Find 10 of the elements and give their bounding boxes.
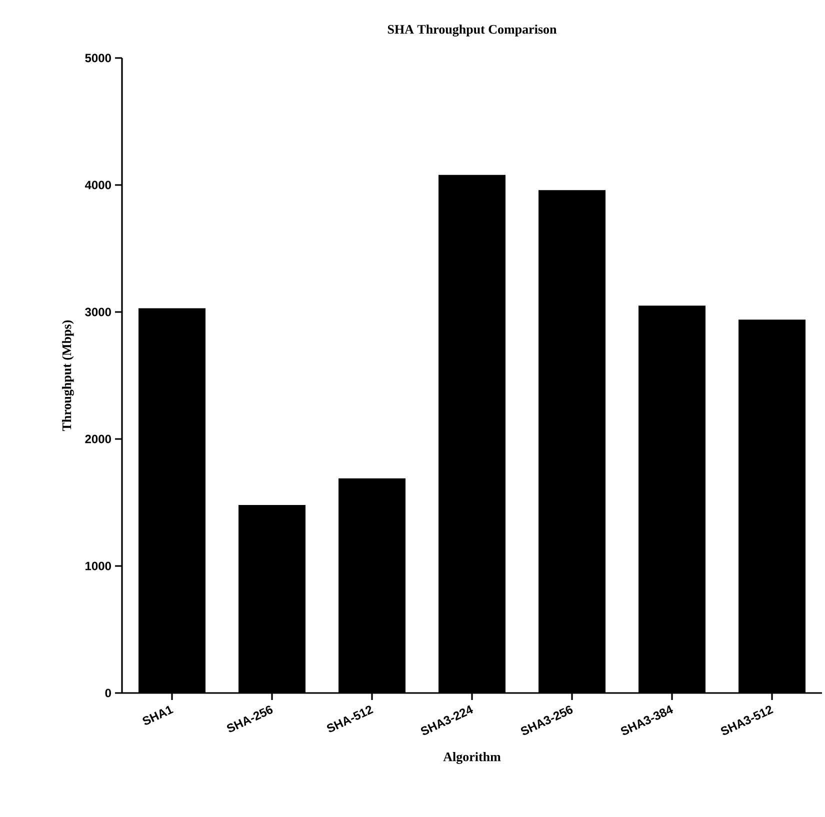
chart-title: SHA Throughput Comparison <box>388 24 557 36</box>
x-tick-label: SHA1 <box>142 706 174 725</box>
y-axis-title: Throughput (Mbps) <box>62 320 74 431</box>
y-tick-label: 2000 <box>85 434 111 444</box>
y-tick-label: 4000 <box>84 180 111 190</box>
y-tick-label: 3000 <box>85 308 111 316</box>
y-tick-label: 0 <box>105 688 111 698</box>
y-tick-label: 5000 <box>85 54 111 62</box>
x-axis-title: Algorithm <box>443 752 501 764</box>
y-tick-label: 1000 <box>86 562 111 570</box>
